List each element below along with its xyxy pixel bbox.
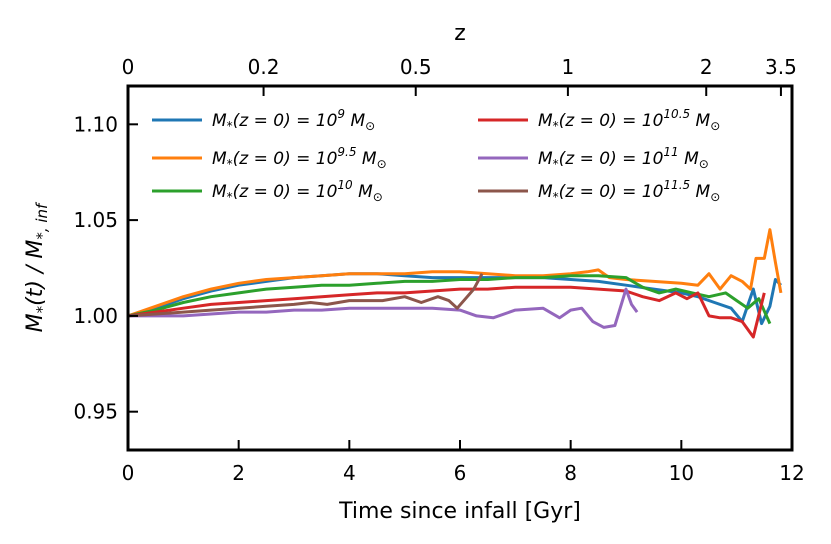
legend-label: M*(z = 0) = 109.5 M⊙ [212,145,387,171]
legend-label: M*(z = 0) = 1010 M⊙ [212,178,383,204]
top-axis-title: z [454,21,466,46]
bottom-ticks: 0 2 4 6 8 10 12 [122,440,805,485]
x-tick-label: 4 [343,461,356,485]
legend: M*(z = 0) = 109 M⊙ M*(z = 0) = 109.5 M⊙ M*… [152,107,720,204]
y-axis-title: M*(t) / M*, inf [23,201,51,332]
legend-label: M*(z = 0) = 1011.5 M⊙ [538,178,720,204]
x-tick-label: 0 [122,461,135,485]
x-tick-label: 12 [779,461,804,485]
y-tick-label: 1.00 [73,304,118,328]
top-ticks: 0 0.2 0.5 1 2 3.5 [122,55,797,96]
x-axis-title: Time since infall [Gyr] [338,499,581,524]
top-tick-label: 2 [700,55,713,79]
series-line-2 [127,274,772,325]
top-tick-label: 3.5 [765,55,797,79]
top-tick-label: 1 [562,55,575,79]
series-line-3 [127,285,766,339]
x-tick-label: 10 [669,461,694,485]
y-tick-label: 0.95 [73,400,118,424]
x-tick-label: 8 [564,461,577,485]
series-line-4 [128,287,639,329]
top-tick-label: 0.2 [248,55,280,79]
legend-label: M*(z = 0) = 109 M⊙ [212,107,375,133]
y-tick-label: 1.05 [73,208,118,232]
y-tick-label: 1.10 [73,112,118,136]
legend-label: M*(z = 0) = 1011 M⊙ [538,145,709,171]
x-tick-label: 2 [232,461,245,485]
x-tick-label: 6 [454,461,467,485]
series-layer [127,228,783,339]
legend-label: M*(z = 0) = 1010.5 M⊙ [538,107,720,133]
top-tick-label: 0.5 [400,55,432,79]
top-tick-label: 0 [122,55,135,79]
series-line-5 [127,272,484,318]
left-ticks: 0.95 1.00 1.05 1.10 [73,112,138,424]
series-line-1 [127,228,783,318]
